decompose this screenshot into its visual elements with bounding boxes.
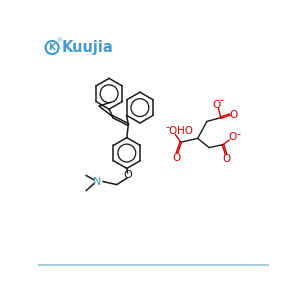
Text: -: - <box>236 130 241 140</box>
Text: N: N <box>93 176 101 187</box>
Text: O: O <box>222 154 230 164</box>
Text: ®: ® <box>56 38 62 43</box>
Text: HO: HO <box>177 126 193 136</box>
Text: O: O <box>230 110 238 119</box>
Text: O: O <box>168 126 176 136</box>
Text: -: - <box>166 122 170 132</box>
Text: Kuujia: Kuujia <box>62 40 114 55</box>
Text: O: O <box>228 132 236 142</box>
Text: O: O <box>123 170 132 180</box>
Text: O: O <box>172 153 180 164</box>
Text: -: - <box>220 95 224 105</box>
Text: K: K <box>49 43 56 52</box>
Text: O: O <box>213 100 221 110</box>
